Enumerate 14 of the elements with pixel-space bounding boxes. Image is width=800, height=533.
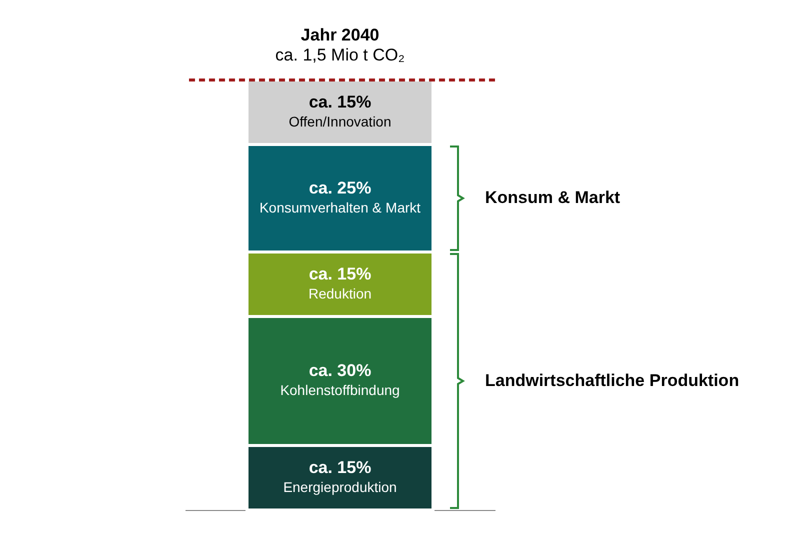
data-label: ca. 30%	[308, 361, 372, 380]
text: Konsum & Markt	[485, 188, 620, 208]
data-label: ca. 25%	[308, 178, 372, 198]
series-label: Konsumverhalten & Markt	[259, 199, 421, 216]
series-label: Offen/Innovation	[288, 113, 392, 130]
series-label: Kohlenstoffbindung	[280, 382, 400, 398]
data-label: ca. 15%	[308, 458, 372, 477]
chart-title: Jahr 2040	[300, 26, 380, 44]
data-label: ca. 15%	[308, 264, 372, 284]
series-label: Energieproduktion	[283, 478, 397, 495]
series-label: Reduktion	[308, 285, 372, 302]
data-label: ca. 15%	[308, 92, 372, 112]
text: Landwirtschaftliche Produktion	[485, 371, 740, 391]
chart-subtitle: ca. 1,5 Mio t CO₂	[275, 46, 405, 64]
